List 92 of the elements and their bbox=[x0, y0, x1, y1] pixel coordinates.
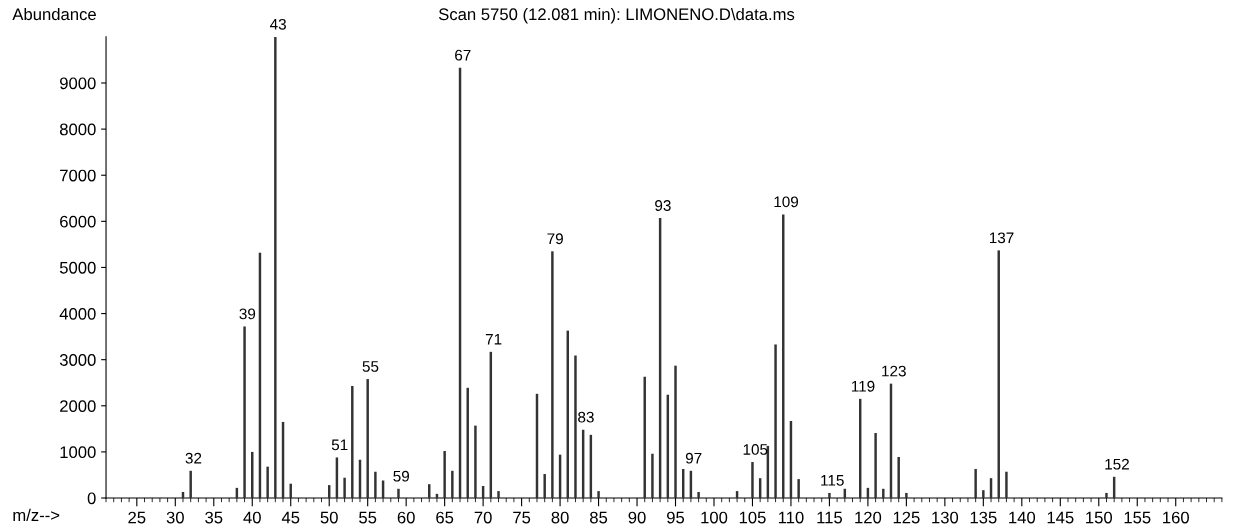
x-tick-label: 50 bbox=[320, 511, 338, 524]
bar bbox=[828, 492, 831, 499]
x-tick-label: 30 bbox=[166, 511, 184, 524]
y-tick-label: 3000 bbox=[59, 354, 96, 366]
annotation: 152 bbox=[1105, 458, 1129, 470]
x-tick-label: 140 bbox=[1009, 511, 1036, 524]
bar bbox=[882, 488, 885, 499]
bar bbox=[1105, 492, 1108, 499]
x-tick-label: 155 bbox=[1124, 511, 1151, 524]
x-tick-label: 125 bbox=[893, 511, 920, 524]
annotation: 123 bbox=[882, 365, 906, 377]
bar bbox=[366, 379, 369, 499]
y-tick-label: 2000 bbox=[60, 400, 96, 412]
bar bbox=[874, 433, 877, 499]
bar bbox=[982, 490, 985, 499]
annotation: 79 bbox=[547, 233, 563, 245]
x-tick-label: 70 bbox=[474, 511, 492, 524]
y-axis-title: Abundance bbox=[12, 7, 96, 21]
annotation: 67 bbox=[455, 49, 471, 61]
bar bbox=[274, 36, 277, 499]
x-tick-label: 65 bbox=[436, 511, 454, 524]
bar bbox=[374, 471, 377, 499]
annotation: 43 bbox=[269, 18, 286, 30]
annotation: 32 bbox=[185, 452, 202, 464]
x-tick-label: 145 bbox=[1047, 511, 1074, 524]
y-tick-label: 8000 bbox=[59, 123, 96, 136]
bar bbox=[474, 425, 477, 499]
x-tick-label: 75 bbox=[513, 511, 531, 524]
x-tick-label: 60 bbox=[397, 511, 415, 524]
bar bbox=[774, 344, 777, 499]
bar bbox=[651, 453, 654, 499]
bar bbox=[351, 385, 354, 499]
bar bbox=[597, 491, 600, 499]
bar bbox=[974, 468, 977, 499]
bar bbox=[674, 365, 677, 499]
annotation: 83 bbox=[578, 411, 594, 423]
x-tick-label: 35 bbox=[205, 511, 223, 524]
annotation: 39 bbox=[239, 308, 256, 320]
y-tick-label: 7000 bbox=[60, 169, 96, 182]
x-tick-label: 95 bbox=[667, 511, 685, 524]
x-tick-label: 85 bbox=[590, 511, 608, 524]
y-tick-label: 1000 bbox=[60, 446, 96, 459]
x-axis-title: m/z--> bbox=[13, 508, 60, 522]
bar bbox=[497, 491, 500, 499]
bar bbox=[551, 251, 554, 499]
annotation: 59 bbox=[393, 470, 410, 482]
x-tick-label: 120 bbox=[855, 511, 882, 524]
x-tick-label: 105 bbox=[739, 511, 766, 524]
x-tick-label: 135 bbox=[970, 511, 997, 524]
bar bbox=[243, 326, 246, 499]
bar bbox=[543, 474, 546, 499]
bar bbox=[797, 479, 800, 499]
y-tick-label: 0 bbox=[87, 492, 96, 505]
bar bbox=[1005, 471, 1008, 499]
x-tick-label: 55 bbox=[359, 511, 377, 524]
bar bbox=[397, 488, 400, 499]
annotation: 93 bbox=[655, 200, 671, 211]
y-tick-label: 6000 bbox=[60, 215, 96, 228]
bar bbox=[751, 462, 754, 499]
x-tick-label: 40 bbox=[243, 511, 261, 524]
annotation: 51 bbox=[331, 439, 348, 451]
bar bbox=[897, 456, 900, 499]
annotation: 71 bbox=[485, 333, 502, 345]
annotation: 137 bbox=[989, 232, 1014, 244]
x-tick-label: 150 bbox=[1086, 511, 1113, 524]
x-tick-label: 80 bbox=[551, 511, 569, 524]
y-tick-label: 9000 bbox=[60, 77, 96, 90]
annotation: 55 bbox=[362, 361, 379, 372]
annotation: 115 bbox=[821, 475, 844, 486]
bar bbox=[997, 250, 1000, 499]
x-tick-label: 100 bbox=[701, 511, 728, 524]
x-tick-label: 110 bbox=[778, 511, 804, 524]
bar bbox=[343, 477, 346, 499]
bar bbox=[905, 492, 908, 499]
chart-title: Scan 5750 (12.081 min): LIMONENO.D\data.ms bbox=[438, 7, 795, 24]
x-tick-label: 130 bbox=[932, 511, 959, 524]
bar bbox=[574, 355, 577, 499]
x-tick-label: 90 bbox=[628, 511, 646, 524]
y-tick-label: 4000 bbox=[59, 307, 96, 320]
bar bbox=[443, 450, 446, 499]
x-tick-label: 160 bbox=[1163, 511, 1189, 524]
bar bbox=[451, 470, 454, 499]
annotation: 97 bbox=[685, 452, 702, 464]
bar bbox=[266, 466, 269, 499]
annotation: 109 bbox=[774, 196, 799, 208]
x-tick-label: 25 bbox=[128, 511, 146, 524]
bar bbox=[697, 492, 700, 499]
bar bbox=[189, 470, 192, 499]
x-tick-label: 45 bbox=[281, 511, 300, 524]
y-tick-label: 5000 bbox=[59, 261, 96, 274]
x-tick-label: 115 bbox=[817, 511, 843, 524]
annotation: 119 bbox=[851, 380, 875, 392]
